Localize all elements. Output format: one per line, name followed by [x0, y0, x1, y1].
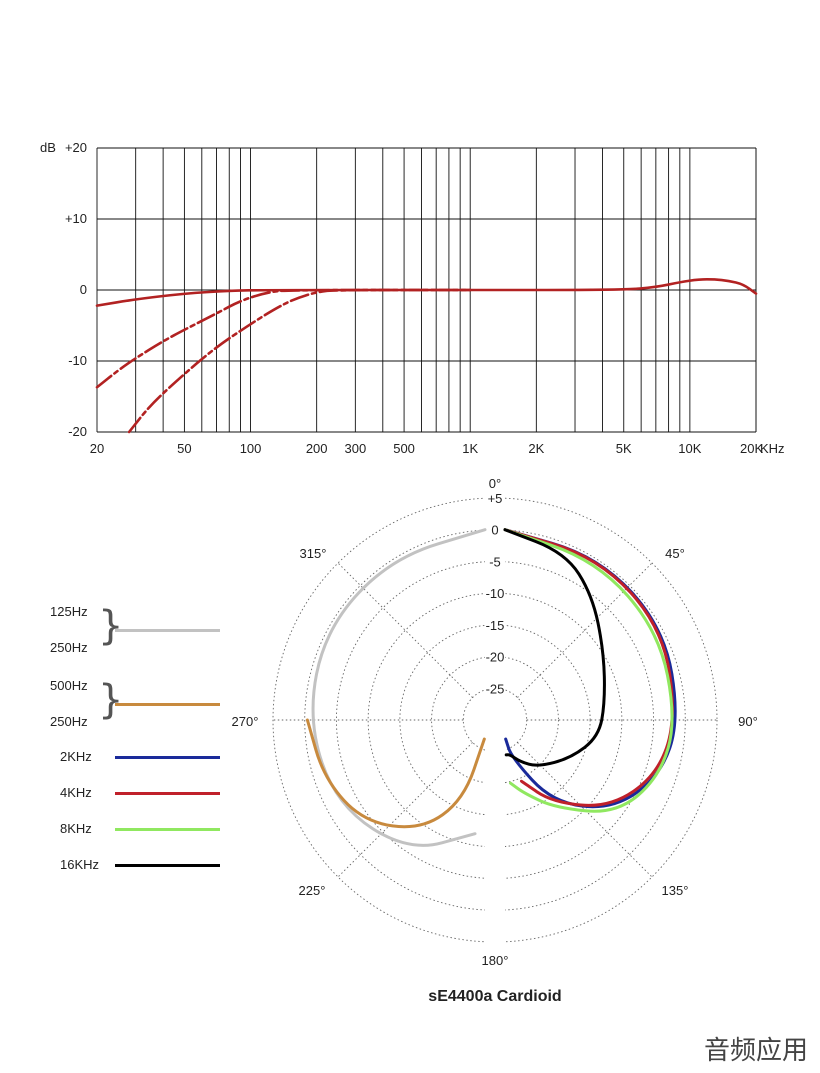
legend-label: 250Hz [50, 640, 88, 655]
legend-label: 2KHz [60, 749, 92, 764]
polar-series-group [305, 528, 677, 847]
x-tick-label: 100 [240, 441, 262, 456]
polar-radial-label: -5 [489, 554, 501, 569]
x-tick-label: 20 [90, 441, 104, 456]
x-tick-label: 20K [740, 441, 763, 456]
polar-spoke [337, 742, 473, 878]
polar-angle-label: 135° [662, 883, 689, 898]
polar-series-2 [305, 718, 486, 829]
legend-brace: } [98, 677, 124, 723]
polar-radial-label: -20 [486, 650, 505, 665]
y-tick-label: -20 [68, 424, 87, 439]
y-axis-unit: dB [40, 140, 56, 155]
legend-label: 500Hz [50, 678, 88, 693]
polar-series-6 [503, 528, 606, 767]
legend-swatch [115, 703, 220, 706]
y-tick-label: 0 [80, 282, 87, 297]
x-tick-label: 300 [344, 441, 366, 456]
polar-series-5 [503, 528, 674, 813]
polar-series-1 [311, 528, 487, 847]
frequency-tick-labels: +20 +10 0 -10 -20 dB 20 50 100 200 300 500 1K 2K 5K 10K… [40, 140, 785, 456]
legend-label: 4KHz [60, 785, 92, 800]
legend-label: 8KHz [60, 821, 92, 836]
y-tick-label: +20 [65, 140, 87, 155]
polar-angle-label: 45° [665, 546, 685, 561]
polar-legend: 125Hz 250Hz} 500Hz 250Hz} 2KHz 4KHz 8KHz 16KHz [40, 600, 240, 890]
legend-swatch [115, 756, 220, 759]
watermark-text: 音频应用 [703, 1036, 808, 1066]
polar-radial-label: 0 [491, 523, 498, 538]
x-tick-label: 10K [678, 441, 701, 456]
legend-brace: } [98, 603, 124, 649]
frequency-series-group [95, 278, 758, 434]
polar-axis-gap [485, 488, 505, 952]
x-tick-label: 5K [616, 441, 632, 456]
y-tick-label: -10 [68, 353, 87, 368]
legend-label: 125Hz [50, 604, 88, 619]
polar-radial-label: +5 [488, 491, 503, 506]
polar-chart-title: sE4400a Cardioid [428, 988, 562, 1005]
x-axis-unit: KHz [760, 441, 785, 456]
polar-grid [272, 488, 718, 952]
polar-radial-label: -10 [486, 586, 505, 601]
frequency-response-chart: +20 +10 0 -10 -20 dB 20 50 100 200 300 500 1K 2K 5K 10K… [40, 140, 785, 456]
x-tick-label: 50 [177, 441, 191, 456]
frequency-series-line-1 [95, 278, 758, 307]
frequency-series-line-3 [127, 288, 472, 434]
x-tick-label: 500 [393, 441, 415, 456]
x-tick-label: 2K [528, 441, 544, 456]
polar-angle-label: 270° [232, 714, 259, 729]
legend-swatch [115, 629, 220, 632]
polar-angle-label: 0° [489, 476, 501, 491]
polar-angle-label: 180° [482, 953, 509, 968]
polar-radial-label: -25 [486, 681, 505, 696]
x-tick-label: 1K [462, 441, 478, 456]
frequency-series-line-2 [95, 288, 472, 389]
polar-radial-label: -15 [486, 618, 505, 633]
legend-label: 250Hz [50, 714, 88, 729]
legend-swatch [115, 864, 220, 867]
polar-labels: +5 0 -5 -10 -15 -20 -25 0° 45° 90° 135° 180° 225° 270… [232, 476, 758, 968]
x-tick-label: 200 [306, 441, 328, 456]
polar-spoke [337, 562, 473, 698]
legend-swatch [115, 828, 220, 831]
polar-ring [367, 592, 623, 848]
legend-swatch [115, 792, 220, 795]
y-tick-label: +10 [65, 211, 87, 226]
legend-label: 16KHz [60, 857, 100, 872]
polar-angle-label: 90° [738, 714, 758, 729]
polar-ring [431, 656, 559, 784]
polar-pattern-chart: +5 0 -5 -10 -15 -20 -25 0° 45° 90° 135° 180° 225° 270… [232, 476, 758, 968]
polar-angle-label: 315° [300, 546, 327, 561]
polar-angle-label: 225° [299, 883, 326, 898]
